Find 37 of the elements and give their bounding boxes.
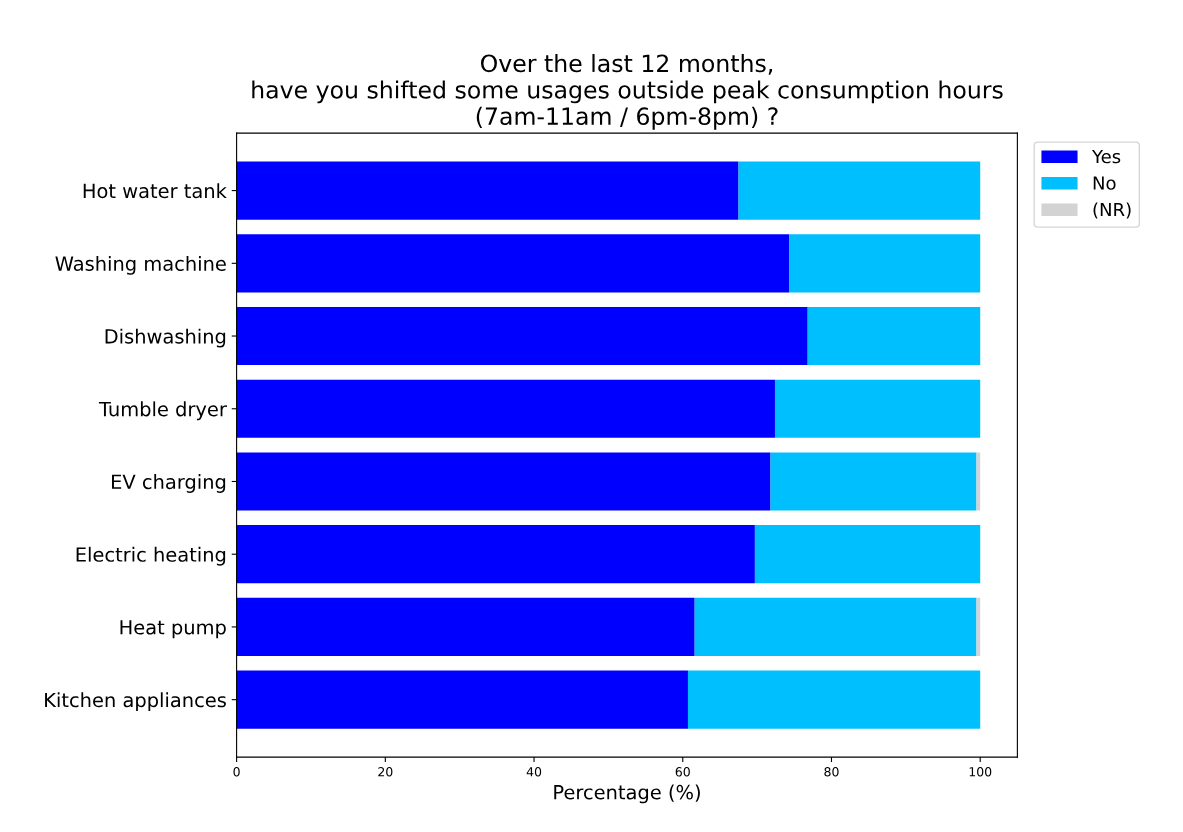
- bar: [976, 597, 981, 657]
- x-axis-title: Percentage (%): [554, 784, 700, 804]
- x-tick-label: 80: [824, 767, 839, 777]
- bar: [807, 306, 981, 366]
- x-tick-label: 100: [969, 767, 992, 777]
- y-tick-label: Tumble dryer: [98, 401, 227, 421]
- legend-label: No: [1093, 176, 1116, 190]
- bar: [789, 234, 981, 293]
- y-tick-label: EV charging: [112, 474, 226, 493]
- y-tick-label: Heat pump: [120, 620, 226, 639]
- bar: [754, 525, 981, 584]
- bar: [236, 525, 755, 584]
- bar: [236, 234, 790, 293]
- y-tick-label: Washing machine: [55, 255, 226, 275]
- bar: [236, 161, 739, 220]
- bar: [694, 597, 977, 657]
- x-tick-label: 20: [378, 767, 393, 777]
- bar: [770, 452, 977, 511]
- bar: [687, 670, 981, 729]
- y-tick-label: Hot water tank: [83, 183, 227, 199]
- y-tick-label: Electric heating: [76, 546, 226, 566]
- legend-label: (NR): [1093, 202, 1131, 219]
- bar: [738, 161, 981, 220]
- bar: [774, 379, 981, 438]
- bar: [976, 452, 981, 511]
- y-tick-label: Kitchen appliances: [45, 692, 226, 712]
- bar: [236, 306, 808, 366]
- x-tick-label: 60: [675, 767, 690, 777]
- chart-title: Over the last 12 months, have you shifted some usages outside peak consumption hours (7am-11am / 6pm-8pm) ?: [252, 53, 1003, 130]
- legend-label: Yes: [1091, 149, 1121, 164]
- x-tick-label: 40: [526, 767, 542, 777]
- bar: [236, 597, 695, 657]
- bar: [236, 452, 771, 511]
- x-tick-label: 0: [233, 767, 240, 777]
- bar: [236, 379, 775, 438]
- y-tick-label: Dishwashing: [105, 328, 226, 348]
- bar: [236, 670, 688, 729]
